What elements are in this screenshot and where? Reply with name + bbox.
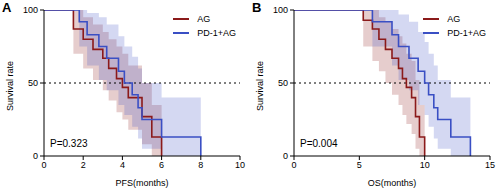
svg-text:15: 15 [485, 160, 492, 170]
svg-text:100: 100 [23, 5, 38, 15]
html-text:AG: AG [447, 14, 461, 24]
svg-text:OS(months): OS(months) [368, 178, 417, 188]
svg-text:PFS(months): PFS(months) [115, 178, 168, 188]
svg-text:0: 0 [33, 151, 38, 161]
svg-text:10: 10 [235, 160, 245, 170]
svg-text:0: 0 [291, 160, 296, 170]
svg-text:4: 4 [120, 160, 125, 170]
html-text:PD-1+AG: PD-1+AG [197, 28, 236, 38]
svg-text:0: 0 [283, 151, 288, 161]
svg-text:10: 10 [420, 160, 430, 170]
svg-text:0: 0 [41, 160, 46, 170]
html-text:B: B [252, 0, 262, 15]
svg-text:50: 50 [278, 78, 288, 88]
html-text:PD-1+AG: PD-1+AG [447, 28, 486, 38]
svg-text:2: 2 [81, 160, 86, 170]
html-text:A: A [2, 0, 12, 15]
svg-text:5: 5 [357, 160, 362, 170]
svg-text:Survival rate: Survival rate [8, 61, 15, 111]
html-text:AG: AG [197, 14, 211, 24]
svg-text:Survival rate: Survival rate [255, 61, 265, 111]
svg-text:50: 50 [28, 78, 38, 88]
html-text:P=0.004: P=0.004 [300, 138, 338, 149]
svg-text:6: 6 [159, 160, 164, 170]
svg-text:100: 100 [273, 5, 288, 15]
svg-text:8: 8 [198, 160, 203, 170]
html-text:P=0.323: P=0.323 [50, 138, 88, 149]
